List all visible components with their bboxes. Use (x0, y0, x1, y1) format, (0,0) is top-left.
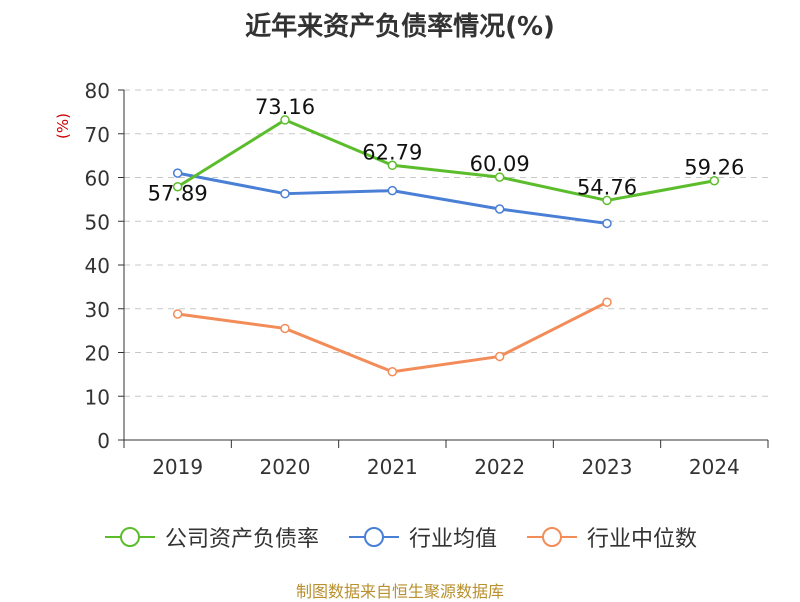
legend-swatch (348, 527, 399, 547)
data-point (387, 367, 398, 377)
legend-swatch (527, 527, 577, 547)
y-tick-label: 20 (85, 342, 110, 366)
x-tick-label: 2022 (474, 455, 525, 479)
legend-swatch-marker (542, 527, 562, 547)
y-axis-label: (%) (54, 113, 72, 139)
y-tick-label: 70 (85, 123, 110, 147)
legend-label: 公司资产负债率 (164, 527, 319, 552)
data-point (387, 185, 398, 196)
legend-swatch-marker (119, 527, 140, 547)
data-point (387, 160, 398, 171)
data-point (494, 172, 505, 182)
axes: 0 10 20 30 40 50 60 70 80 2019 2020 2021 2022 2023 202… (85, 79, 769, 479)
gridlines (124, 89, 768, 397)
data-point (602, 195, 612, 206)
source-note: 制图数据来自恒生聚源数据库 (295, 582, 504, 601)
data-label: 62.79 (362, 140, 422, 164)
data-label: 73.16 (255, 95, 315, 119)
data-label: 54.76 (577, 175, 637, 199)
data-point (602, 218, 612, 229)
y-tick-label: 10 (85, 385, 110, 409)
data-point (280, 115, 290, 125)
y-tick-label: 80 (85, 79, 110, 103)
y-tick-label: 0 (97, 429, 110, 453)
data-point (602, 297, 612, 307)
legend-item: 行业中位数 (525, 521, 697, 553)
legend-swatch-marker (363, 527, 384, 547)
data-label: 60.09 (470, 152, 530, 176)
data-point (494, 204, 505, 214)
data-point (280, 188, 290, 199)
data-labels: 57.89 73.16 62.79 60.09 54.76 59.26 (148, 95, 745, 206)
data-point (494, 351, 505, 362)
legend-label: 行业均值 (408, 527, 497, 552)
legend-item: 行业均值 (347, 521, 497, 553)
data-point (280, 323, 290, 334)
data-point (172, 168, 183, 178)
data-point (172, 309, 183, 319)
legend: 公司资产负债率 行业均值 行业中位数 (0, 520, 800, 554)
chart-title: 近年来资产负债率情况(%) (245, 12, 555, 42)
y-tick-label: 60 (85, 167, 110, 191)
series-line (177, 300, 608, 374)
data-point (709, 175, 720, 186)
data-label: 57.89 (148, 182, 208, 206)
x-tick-label: 2020 (260, 455, 311, 479)
y-tick-label: 30 (85, 298, 110, 322)
y-tick-label: 40 (85, 254, 110, 278)
series-line (176, 118, 715, 202)
data-point (172, 181, 183, 192)
legend-item: 公司资产负债率 (103, 521, 319, 553)
legend-label: 行业中位数 (587, 527, 698, 552)
x-tick-label: 2023 (582, 455, 633, 479)
x-tick-label: 2024 (689, 455, 740, 479)
series-line (177, 171, 608, 225)
data-label: 59.26 (684, 156, 744, 180)
x-tick-label: 2019 (152, 455, 203, 479)
x-tick-label: 2021 (367, 455, 418, 479)
legend-swatch (104, 527, 155, 547)
y-tick-label: 50 (85, 210, 110, 234)
series-lines (172, 115, 720, 377)
